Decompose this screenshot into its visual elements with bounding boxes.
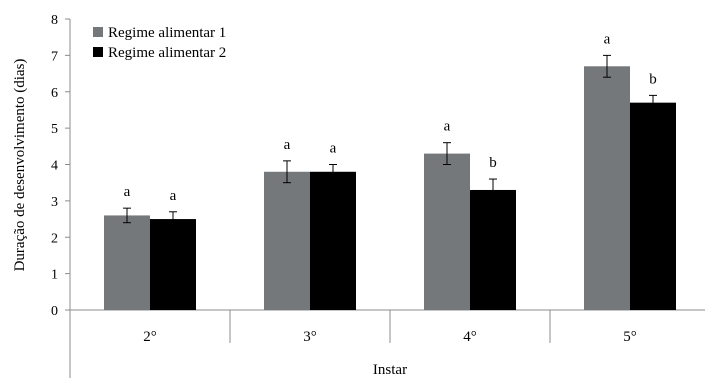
significance-label: a [170, 188, 177, 204]
legend-swatch [93, 27, 103, 37]
bar [424, 153, 470, 310]
y-tick-label: 3 [51, 195, 58, 210]
y-tick-label: 5 [51, 122, 58, 137]
bar [264, 171, 310, 310]
y-tick-label: 2 [51, 231, 58, 246]
legend-label: Regime alimentar 1 [108, 25, 226, 41]
y-tick-label: 8 [51, 13, 58, 28]
x-tick-label: 3° [303, 329, 317, 345]
legend-swatch [93, 47, 103, 57]
y-axis-title: Duração de desenvolvimento (dias) [12, 59, 28, 272]
y-tick-label: 4 [51, 159, 58, 174]
y-tick-label: 0 [51, 304, 58, 319]
x-axis-title: Instar [373, 362, 407, 378]
significance-label: b [649, 71, 657, 87]
significance-label: a [284, 137, 291, 153]
significance-label: a [124, 184, 131, 200]
legend-label: Regime alimentar 2 [108, 45, 226, 61]
bar [104, 215, 150, 310]
bar [584, 66, 630, 310]
significance-label: b [489, 155, 497, 171]
significance-label: a [604, 31, 611, 47]
y-tick-label: 1 [51, 268, 58, 283]
significance-label: a [444, 119, 451, 135]
y-tick-label: 6 [51, 86, 58, 101]
x-tick-label: 5° [623, 329, 637, 345]
legend: Regime alimentar 1 Regime alimentar 2 [93, 25, 226, 61]
bar [310, 171, 356, 310]
bar [630, 102, 676, 310]
bar [150, 219, 196, 310]
x-tick-label: 4° [463, 329, 477, 345]
bars: a a a a a b a b [104, 31, 676, 310]
y-tick-label: 7 [51, 49, 58, 64]
significance-label: a [330, 141, 337, 157]
bar [470, 189, 516, 310]
x-tick-label: 2° [143, 329, 157, 345]
